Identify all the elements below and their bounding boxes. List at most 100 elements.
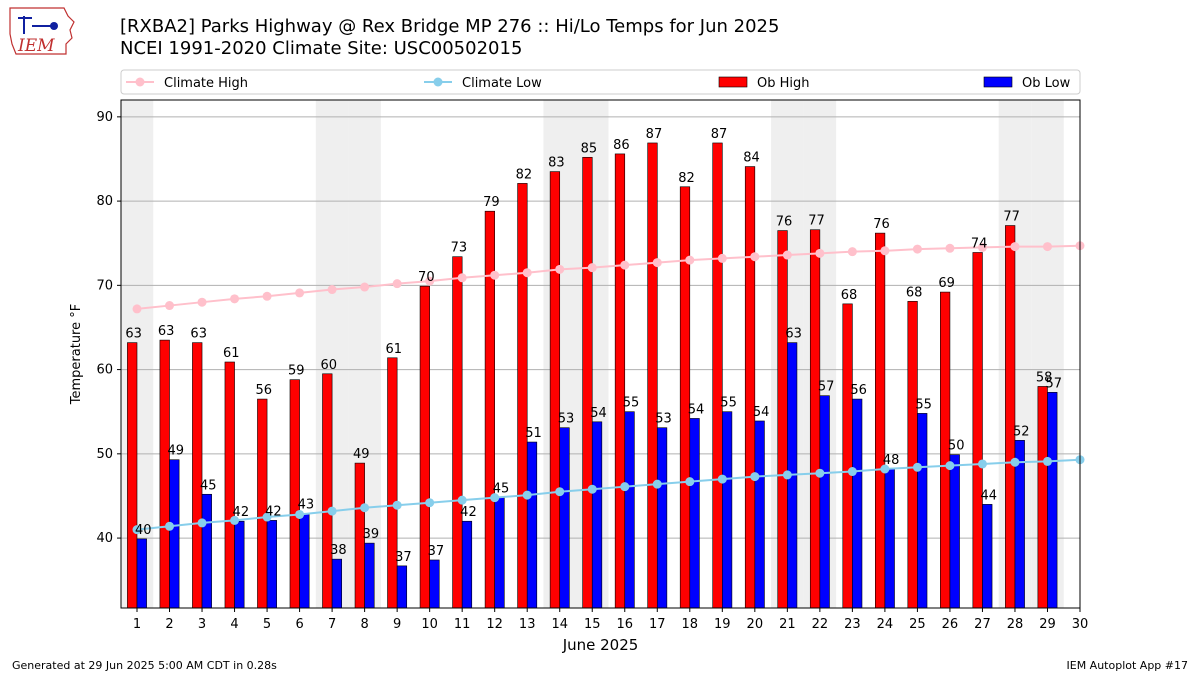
climate-high-point-15 <box>587 263 597 273</box>
climate-low-point-29 <box>1042 456 1052 466</box>
ob-low-bar-3 <box>201 493 212 609</box>
ob-high-bar-18 <box>679 186 691 609</box>
x-tick-label-24: 24 <box>877 617 894 632</box>
x-tick-label-28: 28 <box>1007 617 1024 632</box>
climate-low-point-1 <box>132 525 142 535</box>
climate-low-point-6 <box>295 509 305 519</box>
ob-high-label-14: 83 <box>548 156 565 171</box>
ob-high-label-21: 76 <box>776 215 793 230</box>
legend-climate-low-label: Climate Low <box>462 76 542 91</box>
x-tick-label-25: 25 <box>909 617 926 632</box>
climate-low-point-17 <box>652 479 662 489</box>
ob-high-bar-4 <box>224 361 235 609</box>
ob-high-label-28: 77 <box>1003 210 1020 225</box>
climate-high-point-18 <box>685 255 695 265</box>
climate-low-point-22 <box>815 468 825 478</box>
climate-high-point-14 <box>555 264 565 274</box>
ob-low-label-6: 43 <box>298 498 315 513</box>
ob-low-label-11: 42 <box>460 505 477 520</box>
climate-high-point-23 <box>847 247 857 257</box>
ob-high-label-17: 87 <box>646 127 663 142</box>
climate-high-point-25 <box>912 244 922 254</box>
climate-low-point-3 <box>197 518 207 528</box>
ob-high-bar-23 <box>842 303 853 609</box>
ob-low-bar-6 <box>299 513 310 609</box>
ob-high-bar-19 <box>712 142 723 609</box>
x-tick-label-12: 12 <box>486 617 503 632</box>
x-tick-label-10: 10 <box>421 617 438 632</box>
climate-high-point-21 <box>782 250 792 260</box>
ob-high-bar-14 <box>549 171 561 609</box>
ob-high-label-26: 69 <box>938 276 955 291</box>
climate-low-point-26 <box>945 461 955 471</box>
app-note: IEM Autoplot App #17 <box>1066 659 1189 672</box>
climate-low-point-2 <box>165 521 175 531</box>
legend-ob-high-label: Ob High <box>757 76 810 91</box>
ob-high-label-3: 63 <box>190 327 207 342</box>
x-tick-label-8: 8 <box>360 617 368 632</box>
climate-low-line <box>136 458 1081 531</box>
ob-low-label-20: 54 <box>753 405 770 420</box>
ob-low-label-4: 42 <box>233 505 250 520</box>
ob-low-label-29: 57 <box>1045 376 1062 391</box>
ob-high-label-5: 56 <box>255 383 272 398</box>
ob-high-label-16: 86 <box>613 138 630 153</box>
ob-low-bar-11 <box>461 520 473 609</box>
legend-climate-high-marker <box>135 77 145 87</box>
y-tick-label-80: 80 <box>96 194 113 209</box>
climate-low-point-5 <box>262 512 272 522</box>
ob-high-bar-21 <box>777 230 788 609</box>
x-tick-label-13: 13 <box>519 617 536 632</box>
ob-high-bar-15 <box>582 156 593 609</box>
legend-ob-low-swatch <box>983 76 1013 88</box>
ob-high-label-27: 74 <box>971 236 988 251</box>
ob-low-bar-8 <box>364 542 375 609</box>
climate-low-point-12 <box>490 493 500 503</box>
bars <box>127 142 1058 609</box>
x-tick-label-20: 20 <box>747 617 764 632</box>
climate-high-point-1 <box>132 304 142 314</box>
climate-high-point-3 <box>197 297 207 307</box>
ob-low-bar-19 <box>722 411 733 609</box>
ob-high-label-23: 68 <box>841 288 858 303</box>
legend-ob-high-swatch <box>718 76 748 88</box>
climate-low-point-4 <box>230 515 240 525</box>
climate-low-point-16 <box>620 482 630 492</box>
ob-high-label-25: 68 <box>906 285 923 300</box>
x-axis-label: June 2025 <box>562 636 639 654</box>
climate-low-point-18 <box>685 477 695 487</box>
climate-low-point-8 <box>360 503 370 513</box>
climate-high-point-29 <box>1042 242 1052 252</box>
x-tick-label-21: 21 <box>779 617 796 632</box>
ob-high-bar-27 <box>972 252 983 609</box>
ob-low-label-26: 50 <box>948 439 965 454</box>
x-tick-label-18: 18 <box>682 617 699 632</box>
climate-high-point-8 <box>360 282 370 292</box>
climate-high-point-9 <box>392 279 402 289</box>
y-axis-label: Temperature °F <box>69 304 84 405</box>
ob-low-bar-15 <box>591 421 603 609</box>
climate-high-point-20 <box>750 252 760 262</box>
ob-low-bar-14 <box>559 427 570 609</box>
ob-low-label-25: 55 <box>915 397 932 412</box>
climate-high-point-27 <box>977 242 987 252</box>
climate-low-point-9 <box>392 500 402 510</box>
plot-frame <box>120 99 1081 609</box>
x-tick-label-26: 26 <box>942 617 959 632</box>
climate-high-point-17 <box>652 258 662 268</box>
ob-low-bar-5 <box>266 520 277 609</box>
ob-high-bar-6 <box>289 379 300 609</box>
climate-high-point-22 <box>815 248 825 258</box>
y-tick-label-90: 90 <box>96 110 113 125</box>
climate-high-point-13 <box>522 268 532 278</box>
legend-ob-low-label: Ob Low <box>1022 76 1071 91</box>
ob-high-label-8: 49 <box>353 447 370 462</box>
ob-low-label-15: 54 <box>590 406 607 421</box>
ob-low-label-22: 57 <box>818 380 835 395</box>
ob-high-bar-12 <box>484 210 495 609</box>
climate-high-point-24 <box>880 246 890 256</box>
x-tick-label-9: 9 <box>393 617 401 632</box>
ob-low-bar-23 <box>852 398 863 609</box>
ob-low-label-9: 37 <box>395 550 412 565</box>
x-tick-label-27: 27 <box>974 617 991 632</box>
